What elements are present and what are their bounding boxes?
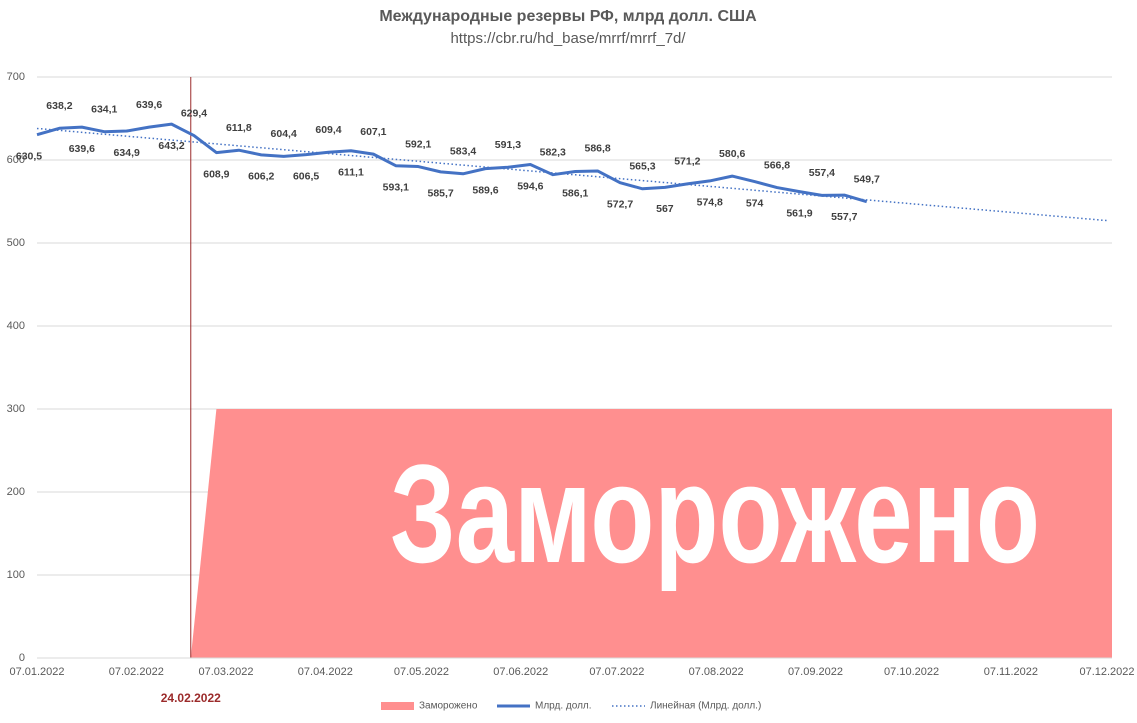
legend-label: Млрд. долл. <box>535 701 592 712</box>
data-label: 566,8 <box>764 159 790 171</box>
data-label: 583,4 <box>450 146 476 158</box>
data-label: 571,2 <box>674 156 700 168</box>
legend-swatch <box>381 702 414 710</box>
frozen-area <box>190 409 1112 658</box>
data-label: 585,7 <box>428 188 454 200</box>
y-tick-label: 200 <box>7 486 25 498</box>
y-tick-label: 400 <box>7 320 25 332</box>
x-tick-label: 07.07.2022 <box>589 666 644 678</box>
x-tick-label: 07.01.2022 <box>9 666 64 678</box>
y-tick-label: 100 <box>7 569 25 581</box>
data-label: 589,6 <box>472 184 498 196</box>
data-label: 586,1 <box>562 187 588 199</box>
y-tick-label: 0 <box>19 652 25 664</box>
annotation: Заморожено <box>390 435 1040 592</box>
data-label: 557,4 <box>809 167 835 179</box>
x-tick-label: 07.10.2022 <box>884 666 939 678</box>
data-label: 643,2 <box>158 140 184 152</box>
data-label: 549,7 <box>854 174 880 186</box>
y-tick-label: 500 <box>7 237 25 249</box>
event-label: 24.02.2022 <box>161 691 221 705</box>
legend-label: Заморожено <box>419 701 478 712</box>
data-label: 604,4 <box>271 128 297 140</box>
data-label: 574,8 <box>697 197 723 209</box>
x-tick-label: 07.08.2022 <box>689 666 744 678</box>
data-label: 561,9 <box>786 207 812 219</box>
data-label: 608,9 <box>203 168 229 180</box>
data-label: 611,1 <box>338 167 364 179</box>
reserves-line <box>36 122 868 204</box>
data-label: 567 <box>656 203 674 215</box>
data-label: 634,1 <box>91 103 117 115</box>
data-label: 611,8 <box>226 122 252 134</box>
data-label: 639,6 <box>69 143 95 155</box>
trend-line <box>36 127 1108 222</box>
data-label: 565,3 <box>629 161 655 173</box>
x-tick-label: 07.04.2022 <box>298 666 353 678</box>
data-label: 586,8 <box>584 143 610 155</box>
data-label: 606,5 <box>293 170 319 182</box>
data-label: 592,1 <box>405 138 431 150</box>
chart-subtitle: https://cbr.ru/hd_base/mrrf/mrrf_7d/ <box>450 30 686 47</box>
y-tick-label: 300 <box>7 403 25 415</box>
x-tick-label: 07.11.2022 <box>984 666 1038 678</box>
data-label: 591,3 <box>495 139 521 151</box>
data-label: 582,3 <box>540 146 566 158</box>
x-tick-label: 07.02.2022 <box>109 666 164 678</box>
y-tick-label: 600 <box>7 154 25 166</box>
y-tick-label: 700 <box>7 71 25 83</box>
legend-label: Линейная (Млрд. долл.) <box>650 701 761 712</box>
x-tick-label: 07.09.2022 <box>788 666 843 678</box>
data-label: 572,7 <box>607 198 633 210</box>
data-label: 574 <box>746 197 764 209</box>
x-tick-label: 07.05.2022 <box>394 666 449 678</box>
chart-title: Международные резервы РФ, млрд долл. США <box>379 8 757 25</box>
data-label: 634,9 <box>114 147 140 159</box>
data-label: 593,1 <box>383 182 409 194</box>
x-tick-label: 07.06.2022 <box>493 666 548 678</box>
x-tick-label: 07.12.2022 <box>1079 666 1134 678</box>
data-label: 639,6 <box>136 99 162 111</box>
data-label: 629,4 <box>181 107 207 119</box>
data-label: 607,1 <box>360 126 386 138</box>
x-tick-label: 07.03.2022 <box>198 666 253 678</box>
data-label: 594,6 <box>517 180 543 192</box>
data-label: 609,4 <box>315 124 341 136</box>
data-label: 557,7 <box>831 211 857 223</box>
data-label: 638,2 <box>46 100 72 112</box>
data-label: 630,5 <box>16 150 42 162</box>
data-label: 606,2 <box>248 171 274 183</box>
data-label: 580,6 <box>719 148 745 160</box>
